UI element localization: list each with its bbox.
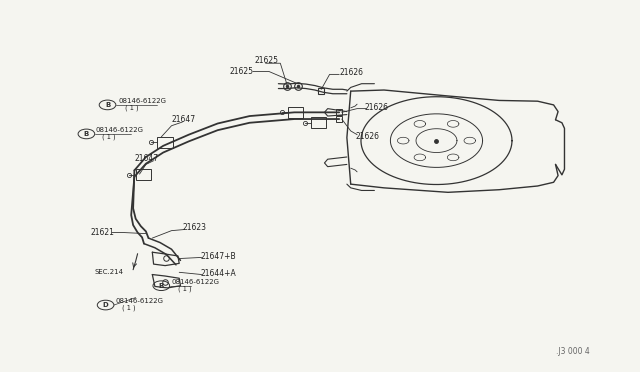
Text: 21626: 21626 — [339, 68, 364, 77]
Bar — [311, 117, 326, 128]
Text: ( 1 ): ( 1 ) — [178, 285, 191, 292]
Text: 21621: 21621 — [91, 228, 115, 237]
Bar — [136, 169, 151, 180]
Text: 21625: 21625 — [255, 56, 279, 65]
Text: 08146-6122G: 08146-6122G — [96, 127, 144, 133]
Text: B: B — [159, 283, 164, 289]
Text: 21647+B: 21647+B — [200, 252, 236, 261]
Text: ( 1 ): ( 1 ) — [122, 305, 135, 311]
Text: 21647: 21647 — [172, 115, 196, 124]
Text: 21644+A: 21644+A — [200, 269, 236, 278]
Text: ( 1 ): ( 1 ) — [125, 105, 139, 111]
Text: 08146-6122G: 08146-6122G — [118, 98, 166, 104]
Text: .J3 000 4: .J3 000 4 — [556, 347, 589, 356]
Text: D: D — [103, 302, 108, 308]
Text: 21626: 21626 — [355, 132, 380, 141]
Text: 21625: 21625 — [229, 67, 253, 76]
Bar — [288, 107, 303, 118]
Bar — [157, 137, 173, 148]
Text: B: B — [105, 102, 110, 108]
Text: 08146-6122G: 08146-6122G — [115, 298, 163, 304]
Text: B: B — [84, 131, 89, 137]
Text: ( 1 ): ( 1 ) — [102, 134, 116, 140]
Text: SEC.214: SEC.214 — [95, 269, 124, 275]
Text: 21647: 21647 — [134, 154, 159, 163]
Text: 21623: 21623 — [182, 223, 206, 232]
Text: 21626: 21626 — [365, 103, 388, 112]
Text: 08146-6122G: 08146-6122G — [172, 279, 220, 285]
